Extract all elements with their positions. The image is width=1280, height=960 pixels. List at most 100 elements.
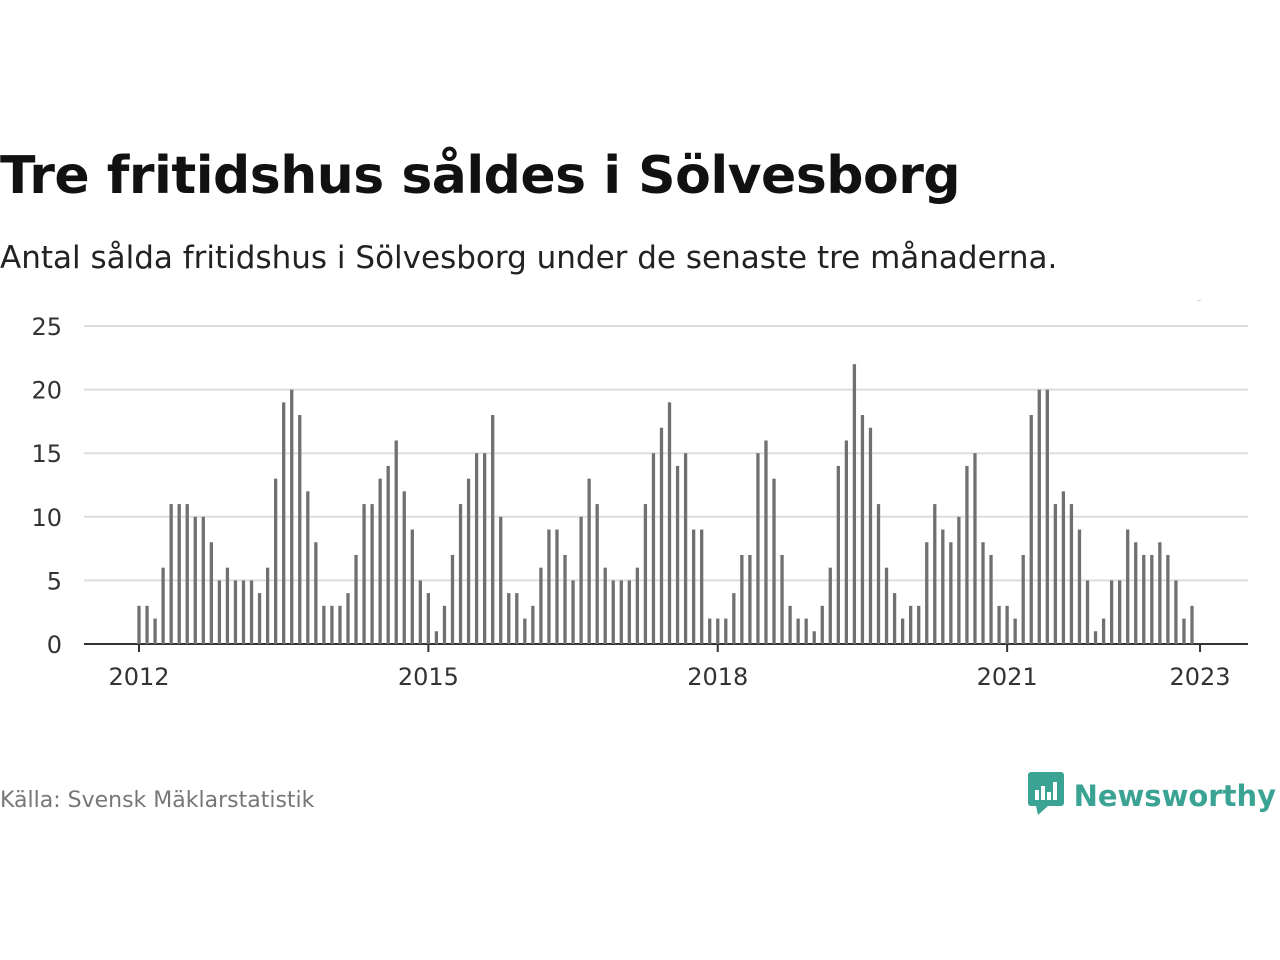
bar <box>788 605 792 644</box>
bar <box>153 618 157 644</box>
bar <box>997 605 1001 644</box>
bar <box>1182 618 1186 644</box>
bar <box>450 554 455 644</box>
bar <box>571 580 575 644</box>
bar-chart: 0 5 10 15 20 25 2012 2015 2018 2021 2023 3 <box>31 300 1248 691</box>
y-tick-label: 25 <box>31 313 62 341</box>
bar <box>900 618 905 644</box>
source-note: Källa: Svensk Mäklarstatistik <box>0 788 315 813</box>
bar <box>402 491 406 644</box>
bar <box>643 504 648 644</box>
bar <box>265 567 270 644</box>
bar <box>587 478 591 644</box>
bar <box>1077 529 1082 644</box>
bar <box>748 554 752 644</box>
bar <box>1069 504 1074 644</box>
bar <box>892 593 897 644</box>
bar <box>434 631 439 644</box>
bar <box>1021 554 1025 644</box>
bar <box>772 478 776 644</box>
bar <box>410 529 414 644</box>
bar <box>185 504 189 644</box>
bar <box>683 453 688 644</box>
bar <box>1134 542 1138 644</box>
bar <box>249 580 254 644</box>
bar <box>314 542 318 644</box>
bar <box>378 478 382 644</box>
bar <box>868 427 873 644</box>
bar <box>362 504 366 644</box>
bar <box>338 605 342 644</box>
bar <box>1085 580 1090 644</box>
bar <box>1166 554 1170 644</box>
bar <box>1109 580 1114 644</box>
bar <box>1045 389 1049 644</box>
bar <box>1142 554 1146 644</box>
bar <box>764 440 768 644</box>
y-tick-label: 0 <box>47 631 62 659</box>
bar <box>523 618 527 644</box>
bar <box>820 605 824 644</box>
bar <box>1126 529 1130 644</box>
bar <box>949 542 953 644</box>
bar <box>1013 618 1017 644</box>
bar <box>812 631 816 644</box>
bar <box>925 542 929 644</box>
bar <box>563 554 567 644</box>
bar <box>1174 580 1178 644</box>
bar <box>716 618 720 644</box>
bar <box>539 567 543 644</box>
bar <box>844 440 849 644</box>
labels: 0 5 10 15 20 25 2012 2015 2018 2021 2023 3 <box>31 300 1230 691</box>
bar <box>828 567 832 644</box>
bar <box>282 402 286 644</box>
bar <box>941 529 945 644</box>
bar <box>627 580 631 644</box>
bar <box>756 453 760 644</box>
value-annotation: 3 <box>1192 300 1207 306</box>
bar <box>346 593 350 644</box>
bar <box>482 453 487 644</box>
bar <box>555 529 559 644</box>
bar <box>290 389 294 644</box>
bar <box>917 605 921 644</box>
bar <box>322 605 326 644</box>
bar <box>386 465 390 644</box>
bar <box>691 529 696 644</box>
chart-title: Tre fritidshus såldes i Sölvesborg <box>0 146 961 206</box>
bar <box>225 567 230 644</box>
bar <box>796 618 800 644</box>
x-tick-label: 2021 <box>977 663 1038 691</box>
bar <box>161 567 165 644</box>
bar <box>547 529 551 644</box>
bar <box>209 542 213 644</box>
bar <box>981 542 985 644</box>
bar <box>1037 389 1041 644</box>
bar <box>1118 580 1122 644</box>
x-tick-label: 2015 <box>398 663 459 691</box>
brand-name: Newsworthy <box>1073 779 1276 813</box>
bar <box>491 415 495 644</box>
bar <box>241 580 246 644</box>
bar <box>1093 631 1098 644</box>
bar <box>780 554 784 644</box>
bar <box>1029 415 1033 644</box>
bar <box>370 504 374 644</box>
bar <box>804 618 808 644</box>
bar <box>426 593 431 644</box>
bar <box>273 478 278 644</box>
bar <box>1190 605 1194 644</box>
bar <box>354 554 358 644</box>
bar <box>201 516 205 644</box>
bar <box>909 605 913 644</box>
bar <box>499 516 503 644</box>
bar <box>394 440 398 644</box>
bar <box>708 618 712 644</box>
bar <box>1150 554 1154 644</box>
bar <box>474 453 479 644</box>
bar <box>1101 618 1106 644</box>
bar <box>732 593 736 644</box>
bar <box>860 415 865 644</box>
bar <box>965 465 969 644</box>
chart-subtitle: Antal sålda fritidshus i Sölvesborg unde… <box>0 240 1058 276</box>
